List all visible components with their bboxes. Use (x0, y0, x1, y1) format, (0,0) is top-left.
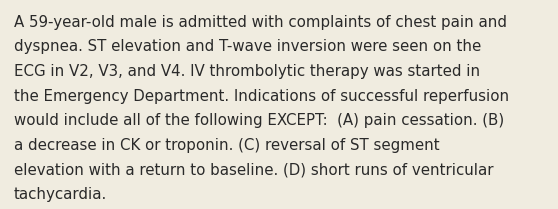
Text: tachycardia.: tachycardia. (14, 187, 107, 202)
Text: the Emergency Department. Indications of successful reperfusion: the Emergency Department. Indications of… (14, 89, 509, 104)
Text: would include all of the following EXCEPT:  (A) pain cessation. (B): would include all of the following EXCEP… (14, 113, 504, 128)
Text: elevation with a return to baseline. (D) short runs of ventricular: elevation with a return to baseline. (D)… (14, 163, 493, 178)
Text: dyspnea. ST elevation and T-wave inversion were seen on the: dyspnea. ST elevation and T-wave inversi… (14, 39, 481, 54)
Text: A 59-year-old male is admitted with complaints of chest pain and: A 59-year-old male is admitted with comp… (14, 15, 507, 30)
Text: ECG in V2, V3, and V4. IV thrombolytic therapy was started in: ECG in V2, V3, and V4. IV thrombolytic t… (14, 64, 480, 79)
Text: a decrease in CK or troponin. (C) reversal of ST segment: a decrease in CK or troponin. (C) revers… (14, 138, 440, 153)
